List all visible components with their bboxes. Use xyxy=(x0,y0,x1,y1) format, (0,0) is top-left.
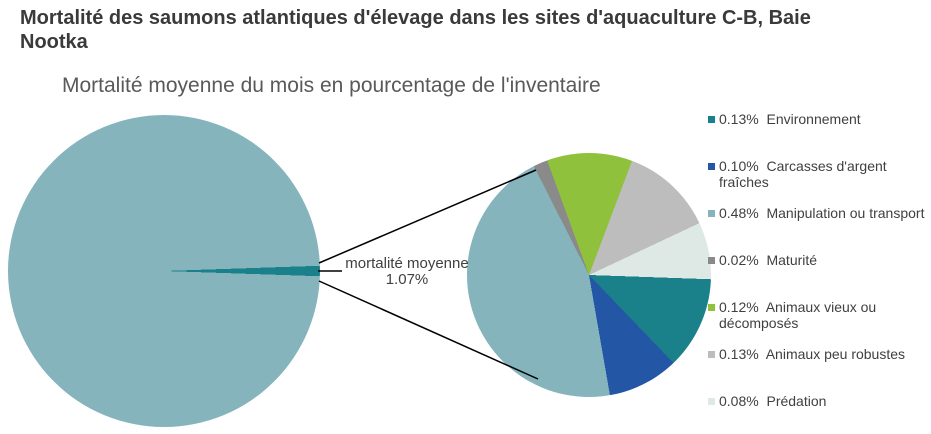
legend-item-environnement: 0.13% Environnement xyxy=(708,111,861,127)
chart-title: Mortalité des saumons atlantiques d'élev… xyxy=(20,7,811,53)
legend-label: Animaux peu robustes xyxy=(765,346,906,362)
legend-label: Carcasses d'argent fraîches xyxy=(719,158,887,190)
average-mortality-callout: mortalité moyenne 1.07% xyxy=(344,256,470,288)
legend-label: Prédation xyxy=(766,393,827,409)
primary-pie xyxy=(8,115,320,427)
legend-value: 0.12% xyxy=(719,299,759,315)
legend-marker-icon xyxy=(708,257,715,264)
legend-value: 0.10% xyxy=(719,158,759,174)
callout-label: mortalité moyenne xyxy=(345,255,469,272)
legend-marker-icon xyxy=(708,304,715,311)
legend-value: 0.13% xyxy=(719,346,759,362)
secondary-pie xyxy=(467,153,711,397)
legend-label: Maturité xyxy=(766,252,818,268)
legend-label: Animaux vieux ou décomposés xyxy=(719,299,877,331)
legend-item-carcasses: 0.10% Carcasses d'argent fraîches xyxy=(708,158,931,190)
legend-value: 0.13% xyxy=(719,111,759,127)
legend: 0.13% Environnement 0.10% Carcasses d'ar… xyxy=(708,0,931,434)
legend-value: 0.48% xyxy=(719,205,759,221)
chart-subtitle: Mortalité moyenne du mois en pourcentage… xyxy=(62,74,601,97)
legend-item-animaux-vieux: 0.12% Animaux vieux ou décomposés xyxy=(708,299,884,331)
legend-label: Environnement xyxy=(766,111,861,127)
legend-marker-icon xyxy=(708,398,715,405)
legend-label: Manipulation ou transport xyxy=(766,205,925,221)
legend-item-manipulation: 0.48% Manipulation ou transport xyxy=(708,205,924,221)
legend-marker-icon xyxy=(708,163,715,170)
callout-value: 1.07% xyxy=(385,271,429,288)
legend-item-maturite: 0.02% Maturité xyxy=(708,252,817,268)
legend-marker-icon xyxy=(708,210,715,217)
legend-item-animaux-peu-robustes: 0.13% Animaux peu robustes xyxy=(708,346,905,362)
legend-marker-icon xyxy=(708,351,715,358)
legend-value: 0.02% xyxy=(719,252,759,268)
legend-marker-icon xyxy=(708,116,715,123)
legend-item-predation: 0.08% Prédation xyxy=(708,393,826,409)
legend-value: 0.08% xyxy=(719,393,759,409)
